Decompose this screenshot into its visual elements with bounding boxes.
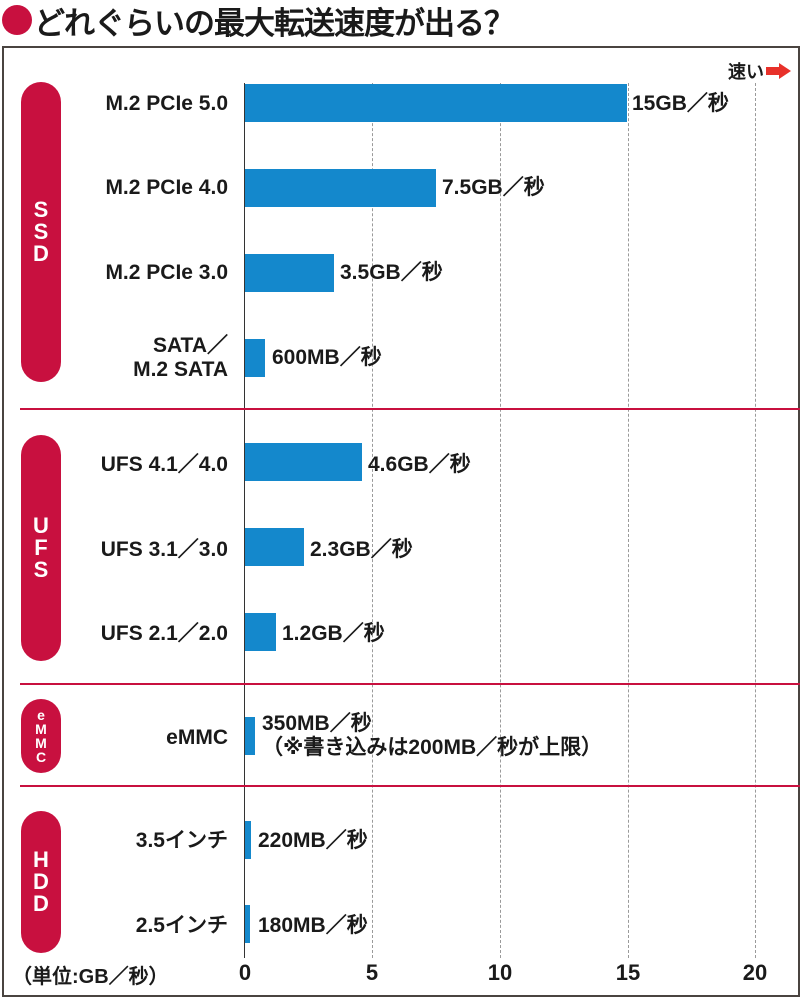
x-tick: 5: [365, 960, 379, 985]
arrow-right-icon: [766, 63, 792, 79]
gridline-20: [755, 83, 756, 958]
value-label: 3.5GB／秒: [340, 261, 443, 284]
bar: [245, 169, 436, 207]
bar: [245, 254, 334, 292]
bar: [245, 528, 304, 566]
group-separator: [20, 408, 800, 410]
gridline-15: [628, 83, 629, 958]
category-label: M.2 PCIe 4.0: [105, 176, 228, 199]
bar: [245, 339, 265, 377]
category-label: 2.5インチ: [135, 914, 228, 937]
value-label: 1.2GB／秒: [282, 622, 385, 645]
chart-title: どれぐらいの最大転送速度が出る？: [2, 2, 515, 42]
value-label: 2.3GB／秒: [310, 538, 413, 561]
x-tick: 15: [615, 960, 641, 985]
category-label: eMMC: [166, 726, 228, 749]
bar: [245, 84, 627, 122]
gridline-5: [372, 83, 373, 958]
bar: [245, 905, 250, 943]
bar: [245, 613, 276, 651]
category-label: M.2 PCIe 5.0: [105, 92, 228, 115]
value-label: 4.6GB／秒: [368, 453, 471, 476]
category-label: UFS 4.1／4.0: [100, 453, 228, 476]
value-label: 600MB／秒: [272, 346, 382, 369]
value-label: 350MB／秒 （※書き込みは200MB／秒が上限）: [262, 712, 603, 760]
value-label: 7.5GB／秒: [442, 176, 545, 199]
x-tick: 20: [742, 960, 768, 985]
bar: [245, 821, 251, 859]
group-separator: [20, 683, 800, 685]
faster-indicator: 速い: [728, 58, 792, 84]
group-separator: [20, 785, 800, 787]
x-tick: 10: [487, 960, 513, 985]
category-label: UFS 3.1／3.0: [100, 538, 228, 561]
category-label: UFS 2.1／2.0: [100, 622, 228, 645]
unit-label: （単位:GB／秒）: [12, 966, 169, 988]
category-label: 3.5インチ: [135, 829, 228, 852]
bar: [245, 717, 255, 755]
gridline-10: [500, 83, 501, 958]
x-tick: 0: [238, 960, 252, 985]
bar: [245, 443, 362, 481]
category-label: M.2 PCIe 3.0: [105, 261, 228, 284]
value-label: 15GB／秒: [632, 92, 729, 115]
value-label: 220MB／秒: [258, 829, 368, 852]
y-axis-line: [244, 83, 245, 958]
category-label: SATA／ M.2 SATA: [133, 334, 228, 382]
bullet-icon: [2, 5, 32, 35]
value-label: 180MB／秒: [258, 914, 368, 937]
